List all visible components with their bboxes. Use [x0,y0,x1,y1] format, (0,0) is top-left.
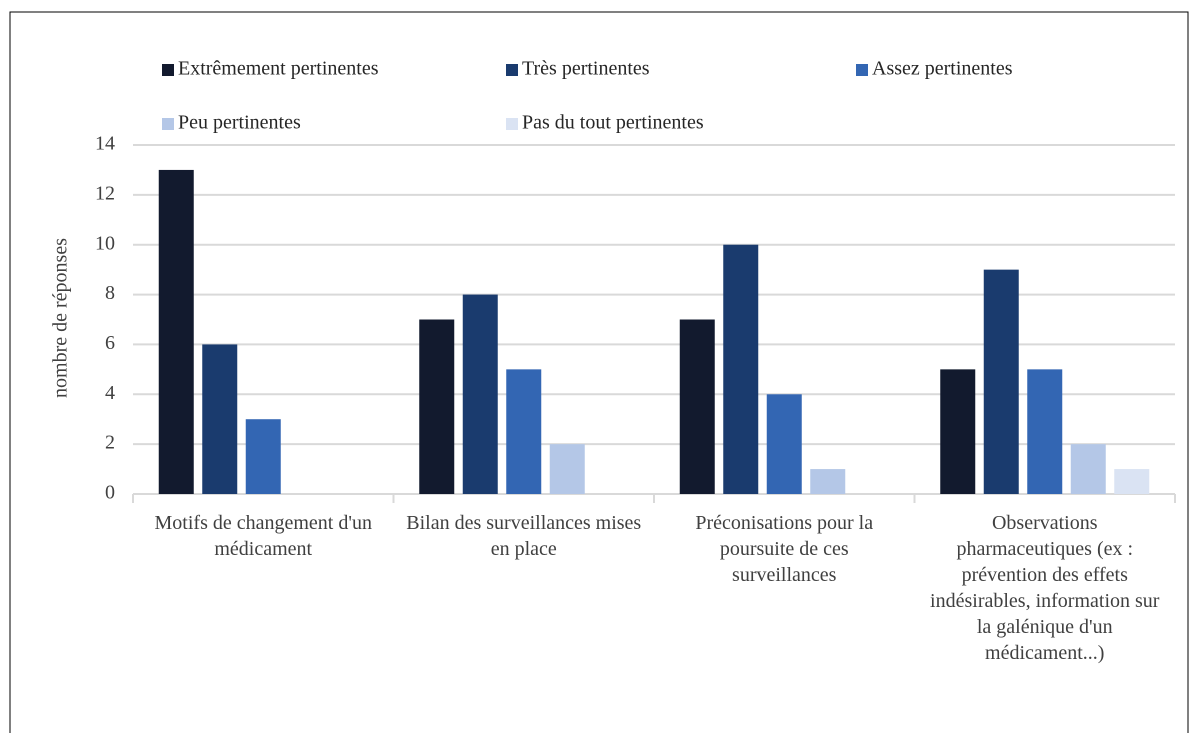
bar [1114,469,1150,494]
bar [1027,369,1063,494]
bar [810,469,846,494]
legend-swatch [162,64,174,76]
bar [549,444,585,494]
legend-swatch [856,64,868,76]
bar [983,269,1019,494]
x-tick-label: Préconisations pour la poursuite de ces su… [695,512,873,586]
y-tick-label: 2 [105,432,115,454]
legend-label: Extrêmement pertinentes [178,58,379,80]
bar [940,369,976,494]
y-tick-label: 12 [95,182,115,204]
y-tick-label: 10 [95,232,115,254]
legend: Extrêmement pertinentes Très pertinentes A… [162,58,1013,134]
y-tick-label: 14 [95,133,115,155]
y-tick-label: 6 [105,332,115,354]
bar [462,294,498,494]
bar [1070,444,1106,494]
legend-swatch [506,64,518,76]
y-tick-label: 0 [105,482,115,504]
legend-label: Assez pertinentes [872,58,1013,80]
chart-border [9,11,1189,733]
x-tick-label: Bilan des surveillances mises en place [406,512,641,560]
bar [158,169,194,494]
bar [506,369,542,494]
legend-swatch [506,118,518,130]
y-tick-label: 8 [105,282,115,304]
y-tick-label: 4 [105,382,115,404]
bar [723,244,759,494]
bar [245,419,281,494]
bar [679,319,715,494]
legend-label: Très pertinentes [522,58,650,80]
legend-label: Pas du tout pertinentes [522,112,704,134]
legend-label: Peu pertinentes [178,112,301,134]
bar [202,344,238,494]
bar [419,319,455,494]
y-axis-title: nombre de réponses [50,238,72,398]
bar [766,394,802,494]
x-tick-label: Observations pharmaceutiques (ex : prévent… [930,512,1160,664]
legend-swatch [162,118,174,130]
x-tick-label: Motifs de changement d'un médicament [155,512,372,560]
